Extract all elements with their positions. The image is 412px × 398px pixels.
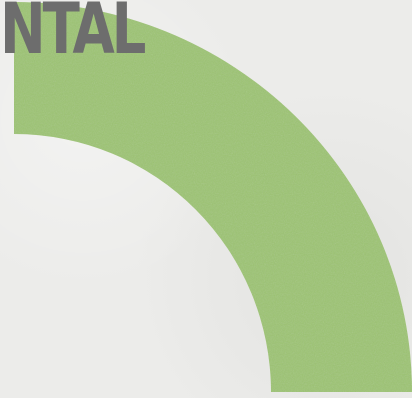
headline-text: NTAL bbox=[0, 0, 146, 70]
arc-band bbox=[14, 2, 412, 392]
